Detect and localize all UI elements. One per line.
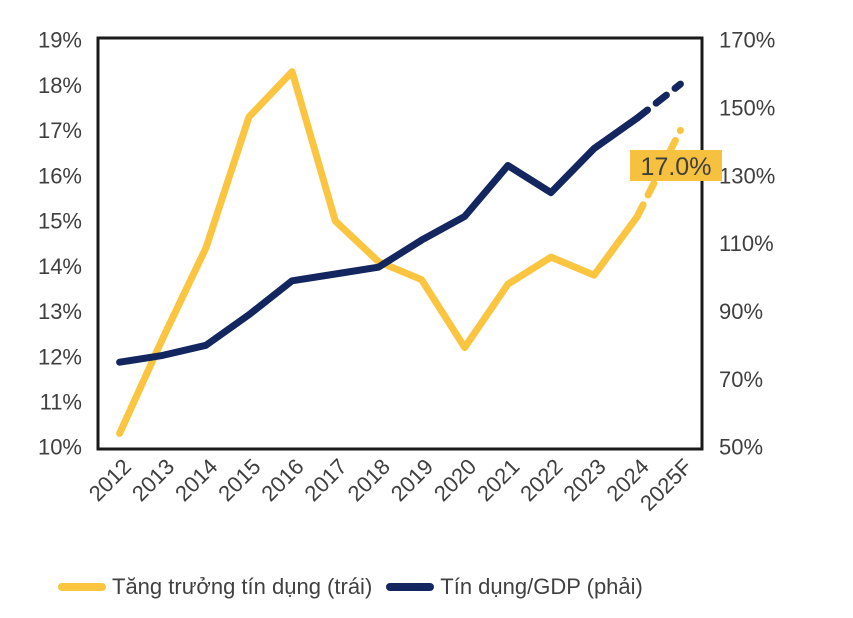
- x-axis-tick-label: 2022: [515, 454, 567, 506]
- x-axis-tick-label: 2019: [386, 454, 438, 506]
- left-axis-tick-label: 19%: [38, 28, 82, 53]
- left-axis-ticks: 19% 18% 17% 16% 15% 14% 13% 12% 11% 10%: [38, 28, 82, 460]
- right-axis-tick-label: 90%: [719, 299, 763, 324]
- left-axis-tick-label: 11%: [40, 389, 82, 414]
- x-axis-tick-label: 2013: [127, 454, 179, 506]
- left-axis-tick-label: 10%: [38, 435, 82, 460]
- left-axis-tick-label: 17%: [38, 118, 82, 143]
- right-axis-tick-label: 50%: [719, 435, 763, 460]
- x-axis-tick-label: 2023: [558, 454, 610, 506]
- x-axis-tick-label: 2014: [170, 454, 222, 506]
- forecast-annotation: 17.0%: [630, 150, 722, 181]
- x-axis-tick-label: 2021: [472, 454, 524, 506]
- x-axis-tick-label: 2017: [300, 454, 352, 506]
- x-axis-tick-label: 2012: [84, 454, 136, 506]
- legend: Tăng trưởng tín dụng (trái) Tín dụng/GDP…: [58, 574, 643, 600]
- series-credit-gdp-forecast-dashed: [633, 80, 684, 122]
- left-axis-tick-label: 18%: [38, 73, 82, 98]
- legend-swatch-credit-growth: [58, 583, 106, 591]
- legend-swatch-credit-gdp: [386, 583, 435, 591]
- left-axis-tick-label: 16%: [38, 163, 82, 188]
- legend-label-credit-gdp: Tín dụng/GDP (phải): [440, 574, 643, 599]
- forecast-annotation-text: 17.0%: [641, 153, 712, 181]
- x-axis-tick-label: 2016: [256, 454, 308, 506]
- x-axis-tick-label: 2018: [343, 454, 395, 506]
- right-axis-tick-label: 70%: [719, 367, 763, 392]
- x-axis-ticks: 2012201320142015201620172018201920202021…: [84, 454, 697, 516]
- left-axis-tick-label: 14%: [38, 254, 82, 279]
- right-axis-tick-label: 130%: [719, 163, 775, 188]
- legend-label-credit-growth: Tăng trưởng tín dụng (trái): [112, 574, 373, 599]
- right-axis-ticks: 170% 150% 130% 110% 90% 70% 50%: [719, 28, 775, 460]
- left-axis-tick-label: 13%: [38, 299, 82, 324]
- right-axis-tick-label: 170%: [719, 28, 775, 53]
- x-axis-tick-label: 2015: [213, 454, 265, 506]
- plot-border: [96, 36, 704, 451]
- right-axis-tick-label: 150%: [719, 96, 775, 121]
- series-credit-growth-solid: [116, 68, 641, 437]
- forecast-annotation-bg: [630, 150, 722, 181]
- left-axis-tick-label: 12%: [38, 344, 82, 369]
- left-axis-tick-label: 15%: [38, 209, 82, 234]
- series-credit-gdp: [116, 80, 684, 366]
- series-credit-gdp-solid: [116, 114, 641, 366]
- right-axis-tick-label: 110%: [719, 231, 774, 256]
- x-axis-tick-label: 2020: [429, 454, 481, 506]
